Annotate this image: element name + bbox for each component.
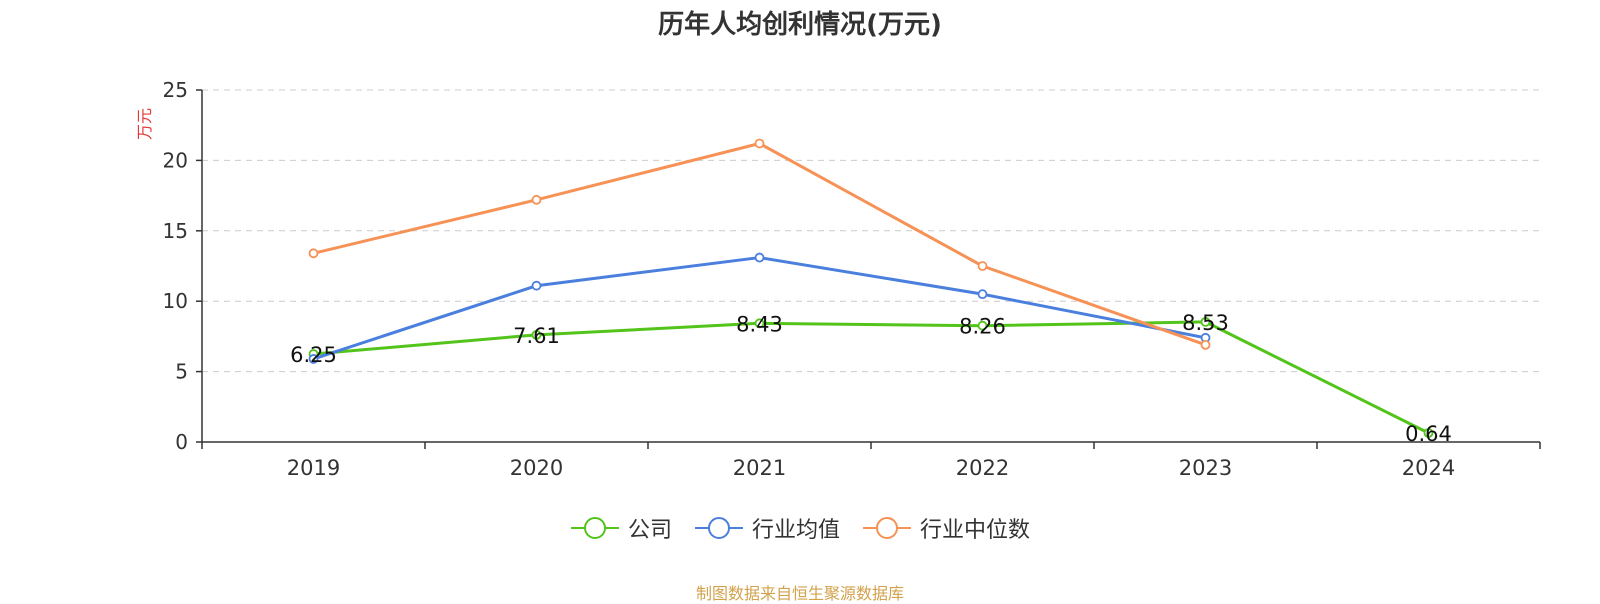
- data-label: 8.53: [1182, 311, 1229, 335]
- x-tick-label: 2024: [1402, 456, 1455, 480]
- legend-line-circle-icon: [694, 517, 743, 539]
- y-tick-label: 20: [163, 148, 188, 172]
- data-label: 8.26: [959, 315, 1006, 339]
- y-tick-label: 5: [175, 360, 188, 384]
- legend-line-circle-icon: [570, 517, 619, 539]
- data-point: [754, 318, 765, 329]
- data-point: [977, 320, 988, 331]
- data-point: [1200, 339, 1211, 350]
- data-point: [531, 280, 542, 291]
- y-tick-label: 25: [163, 78, 188, 102]
- data-label: 7.61: [513, 324, 560, 348]
- data-point: [308, 354, 319, 364]
- series-line-0: [313, 320, 1430, 435]
- axes: 0 5 10 15 20 25 万元 2019 2020 2021 2022 2023 2024: [135, 78, 1541, 480]
- y-axis-label: 万元: [135, 108, 154, 140]
- data-point: [754, 252, 765, 263]
- legend-item[interactable]: 行业均值: [694, 512, 840, 544]
- legend-label: 行业中位数: [920, 518, 1031, 543]
- data-label: 8.43: [736, 312, 783, 336]
- legend-item[interactable]: 公司: [570, 512, 672, 544]
- data-point: [308, 248, 319, 259]
- data-point: [531, 194, 542, 205]
- data-point: [1200, 316, 1211, 327]
- x-tick-label: 2020: [510, 456, 563, 480]
- data-point: [1423, 428, 1434, 438]
- x-tick-label: 2023: [1179, 456, 1232, 480]
- legend-label: 行业均值: [751, 518, 840, 543]
- x-tick-label: 2019: [287, 456, 340, 480]
- x-tick-label: 2022: [956, 456, 1009, 480]
- legend: 公司 行业均值 行业中位数: [0, 512, 1600, 544]
- data-label: 0.64: [1405, 422, 1452, 446]
- data-label: 6.25: [290, 343, 337, 367]
- y-tick-label: 15: [163, 219, 188, 243]
- legend-label: 公司: [627, 518, 672, 543]
- legend-line-circle-icon: [863, 517, 911, 539]
- y-tick-label: 10: [163, 289, 188, 313]
- data-point: [531, 329, 542, 340]
- grid-lines: [202, 89, 1540, 373]
- data-point: [977, 289, 988, 300]
- y-tick-label: 0: [175, 430, 188, 454]
- x-tick-label: 2021: [733, 456, 786, 480]
- series-lines: [308, 138, 1434, 438]
- source-note: 制图数据来自恒生聚源数据库: [695, 584, 904, 603]
- data-labels: 6.25 7.61 8.43 8.26 8.53 0.64: [290, 311, 1452, 446]
- data-point: [977, 261, 988, 271]
- data-point: [754, 138, 765, 149]
- chart-title: 历年人均创利情况(万元): [658, 10, 942, 40]
- legend-item[interactable]: 行业中位数: [862, 512, 1030, 544]
